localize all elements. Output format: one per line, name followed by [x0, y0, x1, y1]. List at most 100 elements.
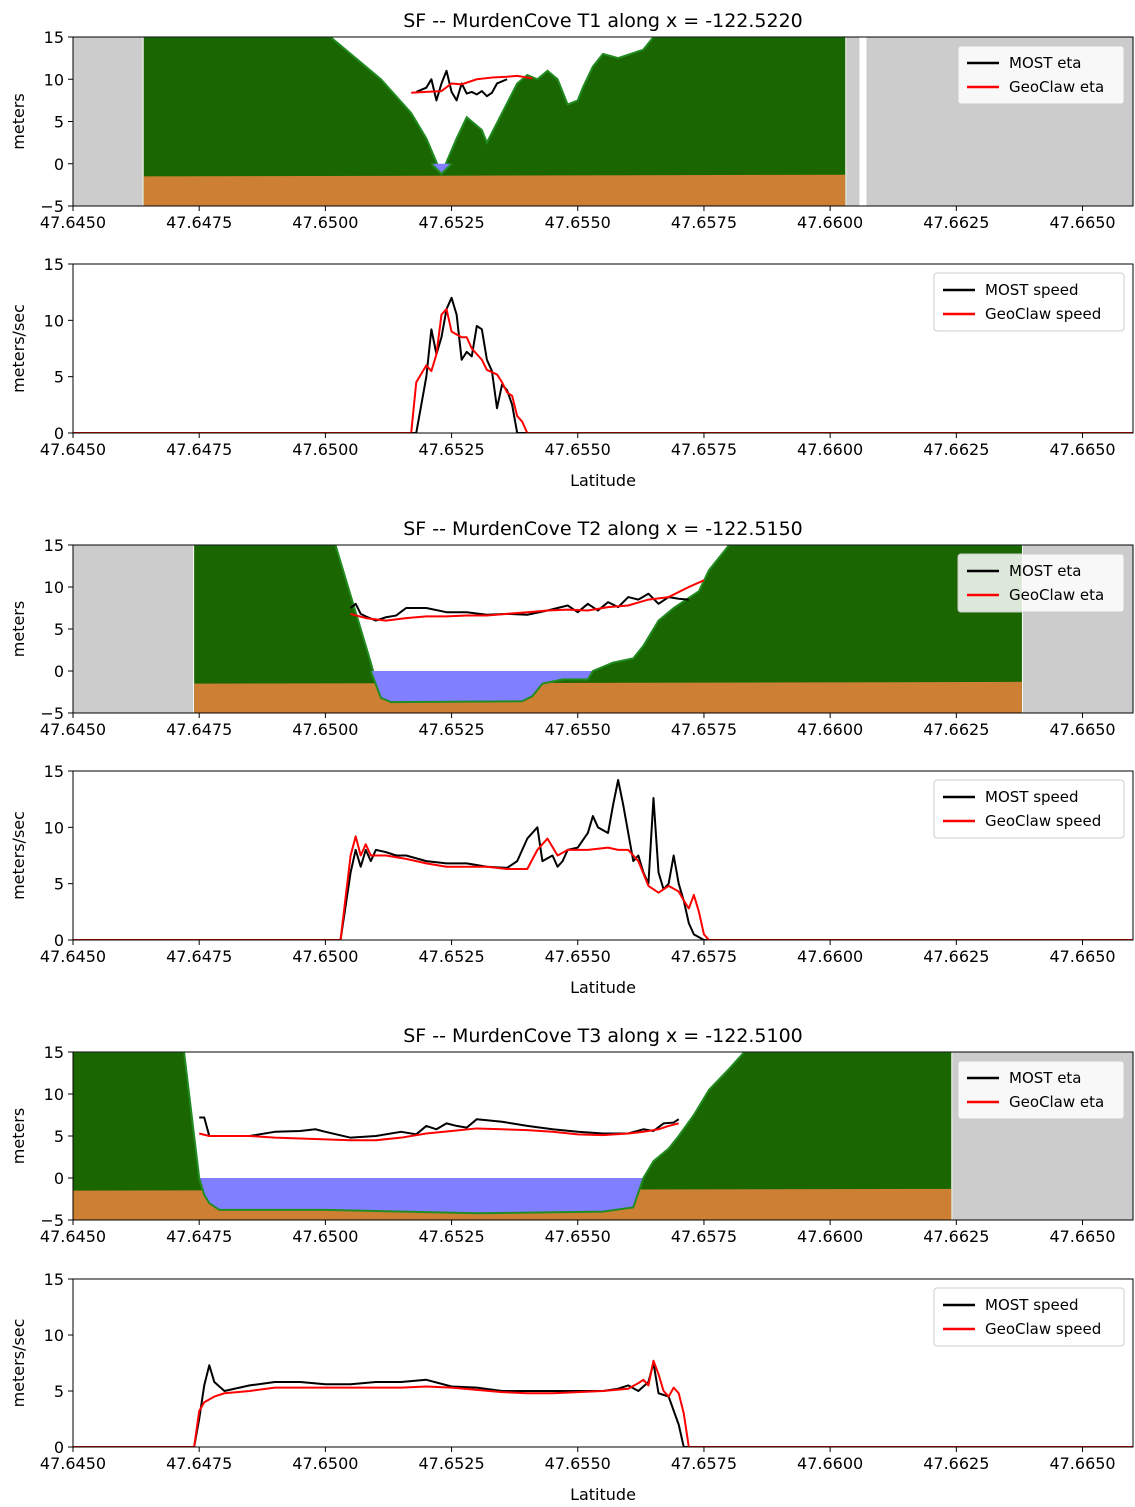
t2-eta-y-tick-label-4: 15 — [44, 536, 64, 555]
t3-speed-x-tick-label-7: 47.6625 — [923, 1454, 989, 1473]
t1-eta-y-axis-label: meters — [9, 93, 28, 149]
t1-speed-legend-label-1: GeoClaw speed — [985, 305, 1101, 323]
t3-speed-x-tick-label-4: 47.6550 — [545, 1454, 611, 1473]
t2-eta-seabed-line — [369, 670, 594, 704]
t2-speed-x-tick-label-6: 47.6600 — [797, 947, 863, 966]
t3-speed-x-tick-label-1: 47.6475 — [166, 1454, 232, 1473]
t1-eta-x-tick-label-6: 47.6600 — [797, 213, 863, 232]
t2-eta-nodata-region-0 — [73, 545, 195, 713]
t3-eta-legend-label-0: MOST eta — [1009, 1069, 1082, 1087]
t2-eta-legend: MOST eta GeoClaw eta — [957, 553, 1125, 613]
t1-speed-y-tick-label-0: 0 — [54, 424, 64, 443]
t3-speed-y-axis-label: meters/sec — [9, 1319, 28, 1408]
t3-eta-x-tick-label-3: 47.6525 — [418, 1227, 484, 1246]
t1-eta-x-tick-label-0: 47.6450 — [40, 213, 106, 232]
t2-speed-y-tick-label-0: 0 — [54, 931, 64, 950]
t2-eta-x-tick-label-6: 47.6600 — [797, 720, 863, 739]
t3-eta-x-tick-label-7: 47.6625 — [923, 1227, 989, 1246]
t3-eta-x-tick-label-5: 47.6575 — [671, 1227, 737, 1246]
t2-eta-water-area — [370, 671, 593, 703]
t2-eta-y-tick-label-0: −5 — [40, 704, 64, 723]
t1-eta-nodata-region-0 — [73, 37, 144, 206]
t2-eta-x-tick-label-7: 47.6625 — [923, 720, 989, 739]
t1-speed-y-tick-label-3: 15 — [44, 255, 64, 274]
t1-speed-legend: MOST speed GeoClaw speed — [933, 272, 1125, 332]
t3-speed-legend-label-1: GeoClaw speed — [985, 1320, 1101, 1338]
t3-eta-legend-label-1: GeoClaw eta — [1009, 1093, 1104, 1111]
t3-eta-legend: MOST eta GeoClaw eta — [957, 1060, 1125, 1120]
t2-eta-y-tick-label-2: 5 — [54, 620, 64, 639]
t1-eta-x-tick-label-2: 47.6500 — [292, 213, 358, 232]
t3-speed-x-tick-label-0: 47.6450 — [40, 1454, 106, 1473]
t3-eta-y-tick-label-3: 10 — [44, 1085, 64, 1104]
t1-speed-x-tick-label-8: 47.6650 — [1049, 440, 1115, 459]
t1-eta-geoclaw-series-line — [411, 74, 533, 94]
t3-eta-x-tick-label-6: 47.6600 — [797, 1227, 863, 1246]
t1-eta-panel: 47.6450 47.6475 47.6500 47.6525 47.6550 47.65… — [9, 10, 1134, 232]
t2-eta-x-tick-label-5: 47.6575 — [671, 720, 737, 739]
t1-speed-x-tick-label-2: 47.6500 — [292, 440, 358, 459]
t3-eta-x-tick-label-2: 47.6500 — [292, 1227, 358, 1246]
t2-speed-x-tick-label-1: 47.6475 — [166, 947, 232, 966]
t2-eta-x-tick-label-1: 47.6475 — [166, 720, 232, 739]
t3-speed-x-tick-label-8: 47.6650 — [1049, 1454, 1115, 1473]
t3-speed-y-tick-label-2: 10 — [44, 1326, 64, 1345]
t2-speed-legend-label-1: GeoClaw speed — [985, 812, 1101, 830]
t2-speed-y-tick-label-2: 10 — [44, 818, 64, 837]
t3-speed-most-series-line — [73, 1362, 1133, 1447]
t1-speed-x-tick-label-5: 47.6575 — [671, 440, 737, 459]
t1-eta-topography-line — [143, 37, 846, 177]
t1-eta-land-area — [143, 37, 846, 206]
t3-eta-x-tick-label-1: 47.6475 — [166, 1227, 232, 1246]
t2-speed-frame — [72, 770, 1134, 941]
t1-speed-x-tick-label-3: 47.6525 — [418, 440, 484, 459]
t3-eta-x-tick-label-0: 47.6450 — [40, 1227, 106, 1246]
t1-eta-legend-label-0: MOST eta — [1009, 54, 1082, 72]
t2-eta-panel: 47.6450 47.6475 47.6500 47.6525 47.6550 47.65… — [9, 518, 1134, 739]
t1-speed-y-tick-label-2: 10 — [44, 311, 64, 330]
t1-speed-geoclaw-series-line — [73, 308, 1133, 433]
t1-eta-x-tick-label-4: 47.6550 — [545, 213, 611, 232]
t2-speed-x-tick-label-3: 47.6525 — [418, 947, 484, 966]
t1-speed-y-axis-label: meters/sec — [9, 304, 28, 393]
t1-speed-x-tick-label-0: 47.6450 — [40, 440, 106, 459]
t2-speed-x-axis-label: Latitude — [570, 978, 636, 997]
t2-speed-legend: MOST speed GeoClaw speed — [933, 779, 1125, 839]
t2-speed-x-tick-label-5: 47.6575 — [671, 947, 737, 966]
t3-eta-title: SF -- MurdenCove T3 along x = -122.5100 — [403, 1025, 803, 1047]
t2-eta-x-tick-label-8: 47.6650 — [1049, 720, 1115, 739]
t2-speed-x-tick-label-0: 47.6450 — [40, 947, 106, 966]
t2-eta-x-tick-label-3: 47.6525 — [418, 720, 484, 739]
t2-eta-sediment-area — [194, 681, 1022, 713]
t2-eta-legend-label-0: MOST eta — [1009, 562, 1082, 580]
t3-eta-land-area — [73, 1052, 952, 1220]
t1-speed-legend-box — [933, 272, 1125, 332]
t1-speed-x-tick-label-1: 47.6475 — [166, 440, 232, 459]
t2-speed-panel: 47.6450 47.6475 47.6500 47.6525 47.6550 47.65… — [9, 762, 1134, 997]
t3-eta-x-tick-label-4: 47.6550 — [545, 1227, 611, 1246]
t2-speed-x-tick-label-8: 47.6650 — [1049, 947, 1115, 966]
t3-eta-panel: 47.6450 47.6475 47.6500 47.6525 47.6550 47.65… — [9, 1025, 1134, 1246]
t3-speed-y-tick-label-3: 15 — [44, 1270, 64, 1289]
t3-eta-y-tick-label-1: 0 — [54, 1169, 64, 1188]
t1-speed-plot-area — [73, 296, 1133, 433]
t2-speed-legend-label-0: MOST speed — [985, 788, 1079, 806]
t1-eta-legend-box — [957, 45, 1125, 105]
t2-speed-x-tick-label-7: 47.6625 — [923, 947, 989, 966]
t1-eta-most-series-line — [415, 69, 508, 102]
t3-eta-y-tick-label-2: 5 — [54, 1127, 64, 1146]
t3-speed-x-tick-label-6: 47.6600 — [797, 1454, 863, 1473]
t2-eta-x-tick-label-2: 47.6500 — [292, 720, 358, 739]
t2-speed-x-tick-label-4: 47.6550 — [545, 947, 611, 966]
t1-speed-frame — [72, 263, 1134, 434]
t1-eta-legend-label-1: GeoClaw eta — [1009, 78, 1104, 96]
t2-speed-geoclaw-series-line — [73, 835, 1133, 940]
t1-speed-x-tick-label-6: 47.6600 — [797, 440, 863, 459]
t2-eta-x-tick-label-4: 47.6550 — [545, 720, 611, 739]
t2-eta-legend-box — [957, 553, 1125, 613]
t3-eta-seabed-line — [198, 1177, 645, 1215]
t3-speed-geoclaw-series-line — [73, 1359, 1133, 1447]
t2-eta-y-tick-label-1: 0 — [54, 662, 64, 681]
t3-speed-legend: MOST speed GeoClaw speed — [933, 1287, 1125, 1347]
